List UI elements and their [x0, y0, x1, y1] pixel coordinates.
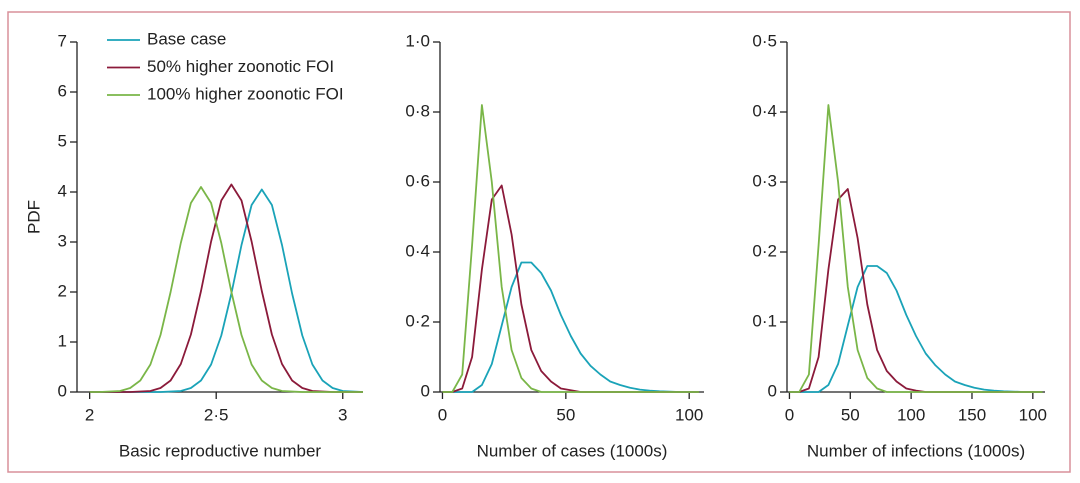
- series-line: [789, 188, 1043, 393]
- y-tick-label: 3: [58, 231, 67, 250]
- x-tick-label: 2·5: [204, 405, 229, 424]
- series-line: [442, 261, 700, 393]
- series-line: [89, 186, 363, 393]
- x-tick-label: 100: [675, 405, 703, 424]
- y-tick-label: 0: [768, 381, 777, 400]
- x-tick-label: 50: [841, 405, 860, 424]
- x-tick-label: 150: [958, 405, 986, 424]
- x-tick-label: 0: [438, 405, 447, 424]
- legend-label: 50% higher zoonotic FOI: [147, 57, 334, 76]
- y-tick-label: 0·5: [752, 31, 777, 50]
- y-tick-label: 0·4: [405, 241, 430, 260]
- x-tick-label: 100: [1019, 405, 1047, 424]
- y-tick-label: 1·0: [405, 31, 430, 50]
- series-line: [789, 265, 1043, 393]
- y-tick-label: 0·6: [405, 171, 430, 190]
- y-tick-label: 2: [58, 281, 67, 300]
- series-line: [89, 188, 364, 393]
- x-tick-label: 100: [897, 405, 925, 424]
- frame: [7, 11, 1071, 473]
- legend-label: 100% higher zoonotic FOI: [147, 84, 344, 103]
- y-tick-label: 4: [58, 181, 67, 200]
- series-line: [89, 183, 363, 393]
- x-tick-label: 2: [85, 405, 94, 424]
- y-axis-label: PDF: [24, 200, 43, 234]
- y-tick-label: 0·4: [752, 101, 777, 120]
- x-axis-label: Basic reproductive number: [119, 441, 322, 460]
- x-axis-label: Number of infections (1000s): [807, 441, 1025, 460]
- x-tick-label: 0: [785, 405, 794, 424]
- legend-label: Base case: [147, 29, 226, 48]
- y-tick-label: 7: [58, 31, 67, 50]
- y-tick-label: 0·2: [405, 311, 430, 330]
- x-tick-label: 50: [556, 405, 575, 424]
- y-tick-label: 0: [58, 381, 67, 400]
- y-tick-label: 1: [58, 331, 67, 350]
- series-line: [442, 104, 700, 393]
- y-tick-label: 0: [421, 381, 430, 400]
- series-line: [442, 184, 700, 393]
- y-tick-label: 0·3: [752, 171, 777, 190]
- x-axis-label: Number of cases (1000s): [477, 441, 668, 460]
- series-line: [789, 104, 1043, 393]
- x-tick-label: 3: [338, 405, 347, 424]
- y-tick-label: 0·8: [405, 101, 430, 120]
- y-tick-label: 6: [58, 81, 67, 100]
- y-tick-label: 0·2: [752, 241, 777, 260]
- y-tick-label: 5: [58, 131, 67, 150]
- y-tick-label: 0·1: [752, 311, 777, 330]
